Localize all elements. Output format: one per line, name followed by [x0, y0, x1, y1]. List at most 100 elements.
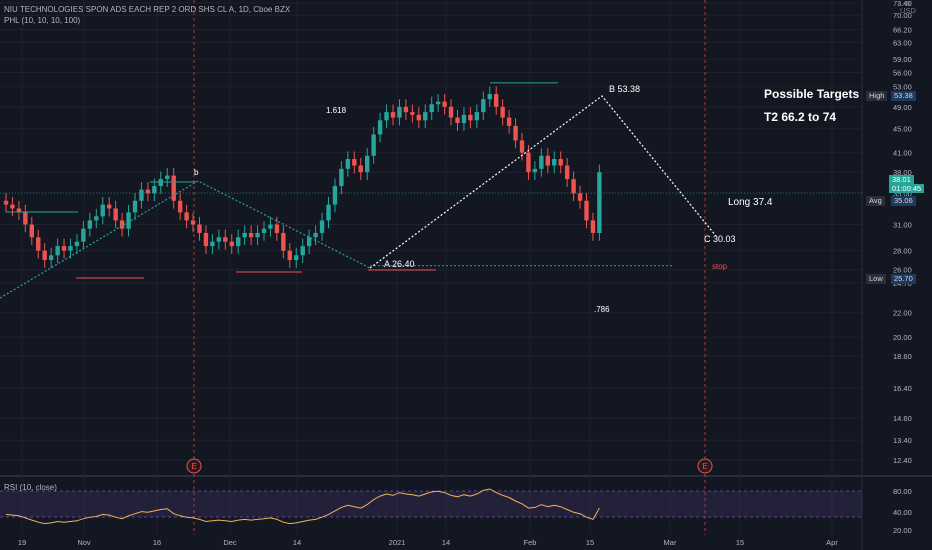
price-tick-label: 73.40	[893, 0, 912, 8]
candle-body	[16, 208, 22, 213]
candle-body	[74, 241, 80, 247]
candle-body	[390, 112, 396, 118]
candle-body	[171, 175, 176, 201]
time-tick-label: Mar	[664, 538, 677, 547]
fib-1618-label: 1.618	[326, 106, 347, 115]
candle-body	[358, 165, 363, 173]
candle-body	[42, 250, 47, 261]
time-tick-label: Dec	[223, 538, 237, 547]
candle-body	[184, 212, 189, 221]
candle-body	[229, 241, 234, 247]
point-b-small-label: b	[194, 168, 199, 177]
fib-trendline	[0, 180, 371, 299]
price-tick-label: 63.00	[893, 38, 912, 47]
abc-trendline	[369, 95, 717, 269]
candle-body	[513, 125, 518, 141]
candle-body	[281, 232, 286, 251]
time-tick-label: 2021	[389, 538, 406, 547]
candle-body	[584, 200, 589, 221]
candle-body	[481, 99, 486, 113]
candle-body	[152, 186, 157, 194]
time-tick-label: Feb	[524, 538, 537, 547]
time-tick-label: 14	[442, 538, 450, 547]
candle-body	[526, 152, 531, 173]
candle-body	[306, 237, 312, 247]
fib-786-label: .786	[594, 305, 610, 314]
candle-body	[294, 255, 299, 261]
point-b-label: B 53.38	[609, 84, 641, 94]
candle-body	[100, 204, 105, 217]
candle-body	[197, 224, 202, 233]
candle-body	[545, 155, 550, 166]
price-tick-label: 22.00	[893, 309, 912, 318]
symbol-title: NIU TECHNOLOGIES SPON ADS EACH REP 2 ORD…	[4, 5, 291, 14]
candle-body	[236, 237, 241, 247]
candle-body	[416, 114, 421, 121]
candle-body	[158, 179, 163, 187]
price-tick-label: 59.00	[893, 55, 912, 64]
candle-body	[81, 228, 86, 242]
candle-body	[590, 220, 596, 233]
candle-body	[248, 232, 254, 238]
time-tick-label: 15	[736, 538, 744, 547]
price-tick-label: 38.00	[893, 168, 912, 177]
candle-body	[268, 224, 273, 229]
candle-body	[474, 112, 480, 121]
candle-body	[132, 200, 138, 213]
rsi-tick-label: 40.00	[893, 508, 912, 517]
candle-body	[274, 224, 280, 233]
candle-body	[435, 101, 441, 105]
price-tick-label: 35.00	[893, 189, 912, 198]
avg-tag-label: Avg	[866, 196, 885, 206]
earnings-marker-label: E	[191, 462, 196, 471]
time-tick-label: Nov	[77, 538, 91, 547]
candle-body	[384, 112, 389, 121]
currency-label: USD	[900, 6, 916, 15]
candle-body	[68, 246, 73, 251]
point-c-label: C 30.03	[704, 234, 736, 244]
candle-body	[519, 140, 525, 153]
candle-body	[423, 112, 428, 121]
price-tick-label: 20.00	[893, 333, 912, 342]
candle-body	[313, 232, 318, 238]
candle-body	[448, 106, 454, 118]
candle-body	[210, 241, 215, 247]
candle-body	[119, 220, 125, 229]
candle-body	[352, 159, 357, 166]
candle-body	[55, 246, 60, 256]
price-tick-label: 18.60	[893, 352, 912, 361]
earnings-marker	[186, 458, 202, 474]
candle-body	[29, 224, 34, 238]
price-pane	[0, 0, 862, 474]
candle-body	[10, 204, 15, 209]
candle-body	[94, 216, 99, 221]
candle-body	[494, 94, 499, 107]
price-tick-label: 12.40	[893, 456, 912, 465]
candle-body	[87, 220, 93, 229]
price-tick-label: 13.40	[893, 436, 912, 445]
time-tick-label: Apr	[826, 538, 838, 547]
price-tick-label: 14.60	[893, 414, 912, 423]
price-tick-label: 77.40	[893, 1, 911, 8]
candle-body	[23, 212, 28, 225]
candle-body	[126, 212, 131, 229]
price-tick-label: 66.20	[893, 26, 912, 35]
countdown-tag: 01:00:45	[889, 184, 925, 193]
candle-body	[300, 246, 305, 256]
candle-body	[442, 101, 447, 107]
rsi-band	[0, 491, 862, 517]
time-tick-label: 19	[18, 538, 26, 547]
candle-body	[190, 220, 196, 225]
candle-body	[107, 204, 112, 209]
candle-body	[326, 204, 331, 221]
price-tick-label: 45.00	[893, 125, 912, 134]
long-entry-label: Long 37.4	[728, 197, 773, 208]
indicator-label: PHL (10, 10, 10, 100)	[4, 16, 81, 25]
candle-body	[532, 168, 538, 173]
rsi-pane	[0, 477, 862, 535]
price-tick-label: 26.00	[893, 266, 912, 275]
current-price-tag: 38.01	[889, 175, 914, 184]
candle-body	[203, 232, 209, 247]
high-tag-label: High	[866, 91, 888, 101]
